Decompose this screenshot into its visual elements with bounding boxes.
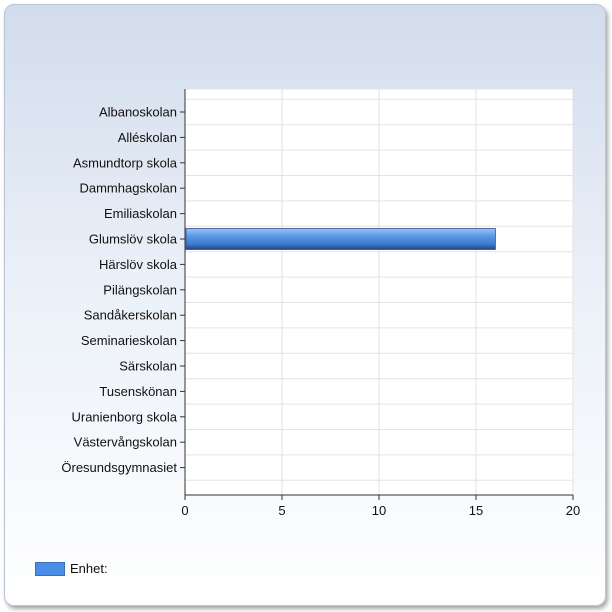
legend: Enhet: [35,561,108,576]
category-label: Seminarieskolan [81,333,177,348]
category-label: Albanoskolan [99,105,177,120]
category-label: Tusenskönan [99,384,177,399]
category-label: Öresundsgymnasiet [61,460,177,475]
legend-label: Enhet: [70,561,108,576]
category-label: Glumslöv skola [89,232,178,247]
category-label: Härslöv skola [99,257,178,272]
category-label: Sandåkerskolan [84,308,177,323]
chart-panel: 0 5 10 15 20 Albanoskolan Alléskolan Asmundtorp… [4,4,606,606]
category-label: Västervångskolan [74,435,177,450]
x-tick-label: 20 [566,503,580,518]
category-label: Pilängskolan [103,282,177,297]
x-tick-label: 0 [181,503,188,518]
x-tick-label: 15 [469,503,483,518]
category-label: Emiliaskolan [104,206,177,221]
bar-chart: 0 5 10 15 20 Albanoskolan Alléskolan Asmundtorp… [61,88,580,518]
bar [185,228,496,250]
category-label: Uranienborg skola [71,409,177,424]
x-tick-label: 5 [278,503,285,518]
category-label: Dammhagskolan [79,181,177,196]
category-label: Särskolan [119,359,177,374]
category-label: Asmundtorp skola [73,155,178,170]
category-label: Alléskolan [118,130,177,145]
legend-swatch [35,561,65,576]
x-tick-label: 10 [372,503,386,518]
